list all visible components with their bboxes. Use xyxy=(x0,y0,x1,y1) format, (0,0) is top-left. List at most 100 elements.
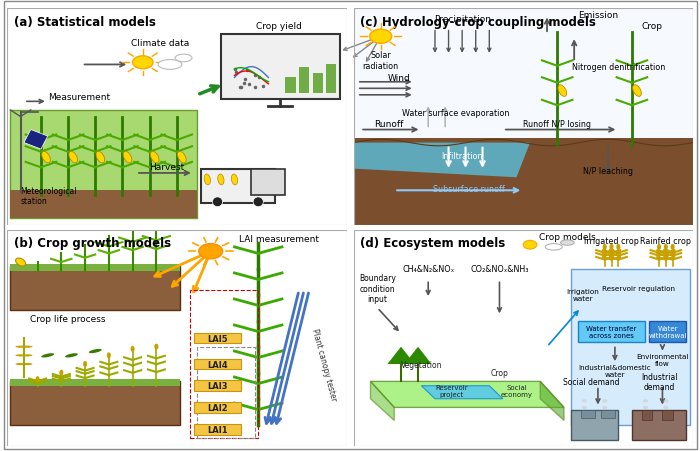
Text: (c) Hydrology-crop coupling models: (c) Hydrology-crop coupling models xyxy=(360,15,596,28)
Text: Crop: Crop xyxy=(491,368,508,377)
Ellipse shape xyxy=(231,175,237,185)
Ellipse shape xyxy=(22,363,32,365)
Ellipse shape xyxy=(22,354,32,357)
Text: N/P leaching: N/P leaching xyxy=(583,167,633,176)
Text: Climate data: Climate data xyxy=(131,39,189,48)
Text: (a) Statistical models: (a) Statistical models xyxy=(14,15,155,28)
Polygon shape xyxy=(540,382,564,420)
Text: Reservoir regulation: Reservoir regulation xyxy=(602,285,676,291)
FancyBboxPatch shape xyxy=(10,191,197,219)
Ellipse shape xyxy=(616,244,620,250)
FancyBboxPatch shape xyxy=(581,410,594,419)
Ellipse shape xyxy=(132,57,153,69)
Ellipse shape xyxy=(131,346,134,352)
FancyBboxPatch shape xyxy=(570,269,690,425)
Ellipse shape xyxy=(664,400,668,403)
Polygon shape xyxy=(370,382,394,420)
Ellipse shape xyxy=(582,400,587,403)
FancyBboxPatch shape xyxy=(194,381,241,391)
FancyBboxPatch shape xyxy=(10,379,180,386)
Ellipse shape xyxy=(633,86,641,97)
Polygon shape xyxy=(24,130,48,150)
FancyBboxPatch shape xyxy=(662,410,673,420)
Ellipse shape xyxy=(15,363,26,365)
Ellipse shape xyxy=(610,244,614,250)
Text: Boundary
condition
input: Boundary condition input xyxy=(359,274,396,304)
Text: Subsurface runoff: Subsurface runoff xyxy=(433,184,505,193)
FancyBboxPatch shape xyxy=(299,68,309,93)
Text: Harvest: Harvest xyxy=(150,162,185,171)
FancyBboxPatch shape xyxy=(10,382,180,425)
Text: Vegetation: Vegetation xyxy=(400,360,442,369)
Polygon shape xyxy=(370,382,564,408)
Ellipse shape xyxy=(22,346,32,348)
Ellipse shape xyxy=(603,244,607,250)
Ellipse shape xyxy=(15,258,26,267)
Ellipse shape xyxy=(218,175,224,185)
Ellipse shape xyxy=(158,60,182,70)
Text: Meteorological
station: Meteorological station xyxy=(20,187,77,206)
Text: Water surface evaporation: Water surface evaporation xyxy=(402,108,509,117)
FancyBboxPatch shape xyxy=(570,410,618,440)
Ellipse shape xyxy=(370,30,392,44)
Text: Irrigated crop: Irrigated crop xyxy=(584,236,639,245)
Text: Runoff: Runoff xyxy=(374,119,403,128)
Ellipse shape xyxy=(150,152,159,164)
Text: Crop: Crop xyxy=(642,22,663,31)
Ellipse shape xyxy=(42,152,50,164)
Text: Industrial
demand: Industrial demand xyxy=(640,372,678,391)
Ellipse shape xyxy=(89,349,102,354)
Ellipse shape xyxy=(643,400,648,403)
FancyBboxPatch shape xyxy=(10,265,180,271)
FancyBboxPatch shape xyxy=(221,35,340,100)
Polygon shape xyxy=(354,143,530,178)
Ellipse shape xyxy=(664,244,668,250)
Text: Rainfed crop: Rainfed crop xyxy=(640,236,692,245)
FancyBboxPatch shape xyxy=(354,139,693,226)
Ellipse shape xyxy=(65,354,78,358)
Ellipse shape xyxy=(107,353,111,359)
Ellipse shape xyxy=(41,354,54,358)
FancyBboxPatch shape xyxy=(312,74,323,93)
Text: LAI5: LAI5 xyxy=(207,334,228,343)
FancyBboxPatch shape xyxy=(649,321,686,343)
Text: Plant canopy tester: Plant canopy tester xyxy=(310,327,339,401)
FancyBboxPatch shape xyxy=(642,410,652,420)
Text: LAI measurement: LAI measurement xyxy=(239,234,318,243)
Ellipse shape xyxy=(602,400,608,403)
Ellipse shape xyxy=(178,152,186,164)
Text: LAI4: LAI4 xyxy=(207,360,228,369)
Text: Solar
radiation: Solar radiation xyxy=(363,51,399,71)
Text: Nitrogen denitrification: Nitrogen denitrification xyxy=(572,63,665,72)
Ellipse shape xyxy=(15,346,26,348)
Ellipse shape xyxy=(15,354,26,357)
Text: Runoff N/P losing: Runoff N/P losing xyxy=(523,119,592,128)
Ellipse shape xyxy=(199,244,223,259)
Text: Social
economy: Social economy xyxy=(500,384,533,397)
Text: Irrigation
water: Irrigation water xyxy=(566,289,599,301)
Text: Water
withdrawal: Water withdrawal xyxy=(648,325,687,338)
Ellipse shape xyxy=(524,241,537,249)
Ellipse shape xyxy=(83,361,87,367)
Ellipse shape xyxy=(154,344,158,350)
Text: Reservoir
project: Reservoir project xyxy=(435,384,468,397)
Ellipse shape xyxy=(123,152,132,164)
Text: Wind: Wind xyxy=(388,74,410,83)
FancyBboxPatch shape xyxy=(10,267,180,310)
Polygon shape xyxy=(388,347,414,364)
Text: Crop life process: Crop life process xyxy=(30,314,106,323)
FancyBboxPatch shape xyxy=(200,169,275,204)
FancyBboxPatch shape xyxy=(326,65,336,93)
Text: Emission: Emission xyxy=(578,11,618,20)
Ellipse shape xyxy=(60,370,64,376)
FancyBboxPatch shape xyxy=(251,169,286,195)
FancyBboxPatch shape xyxy=(286,78,295,93)
Ellipse shape xyxy=(96,152,105,164)
FancyBboxPatch shape xyxy=(632,410,686,440)
Ellipse shape xyxy=(545,244,562,251)
Text: (b) Crop growth models: (b) Crop growth models xyxy=(14,236,171,249)
Text: Water transfer
across zones: Water transfer across zones xyxy=(587,325,637,338)
Ellipse shape xyxy=(602,406,608,409)
Text: Crop yield: Crop yield xyxy=(256,22,302,31)
FancyBboxPatch shape xyxy=(194,333,241,344)
